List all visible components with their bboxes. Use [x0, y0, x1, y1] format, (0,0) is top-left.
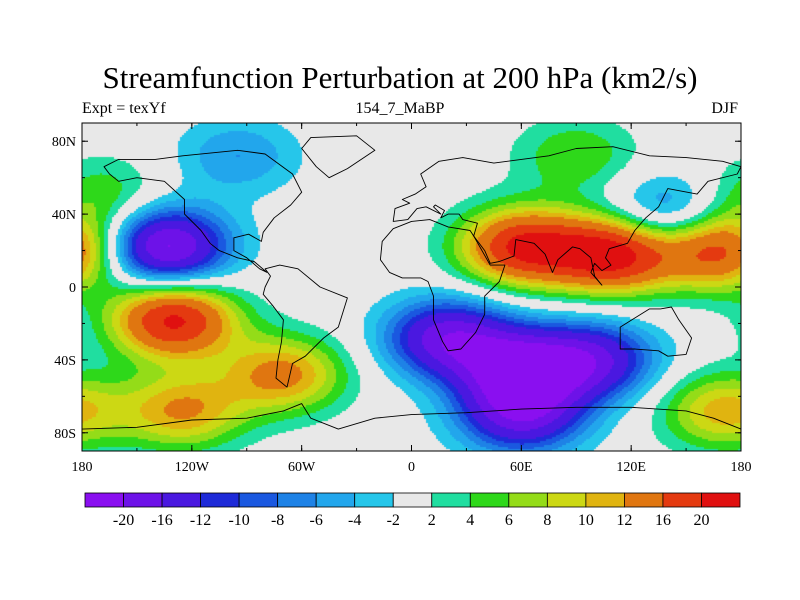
colorbar-label: 6 — [505, 512, 513, 529]
colorbar-label: 8 — [543, 512, 551, 529]
colorbar-box — [546, 492, 587, 508]
colorbar-label: -2 — [387, 512, 400, 529]
colorbar-label: 4 — [466, 512, 474, 529]
y-tick-label: 80N — [52, 135, 76, 150]
colorbar-label: -16 — [151, 512, 172, 529]
contour-field — [82, 123, 741, 451]
x-tick-label: 60W — [288, 460, 316, 475]
y-tick-label: 40S — [54, 354, 76, 369]
coastline-greenland — [301, 135, 376, 179]
coastline-south-america — [262, 264, 348, 388]
colorbar-label: -4 — [348, 512, 361, 529]
coastlines — [81, 135, 742, 430]
colorbar-label: -12 — [190, 512, 211, 529]
colorbar-box — [585, 492, 625, 508]
coastline-africa — [379, 219, 506, 352]
x-tick-label: 120W — [175, 460, 210, 475]
coastline-australia — [619, 306, 693, 357]
colorbar-box — [123, 492, 163, 508]
x-tick-label: 180 — [731, 460, 752, 475]
colorbar-label: 12 — [616, 512, 632, 529]
colorbar-box — [84, 492, 124, 508]
y-tick-label: 0 — [69, 281, 76, 296]
colorbar-box — [315, 492, 356, 508]
x-tick-label: 120E — [616, 460, 646, 475]
map-title: Streamfunction Perturbation at 200 hPa (… — [102, 60, 698, 95]
colorbar-box — [161, 492, 201, 508]
colorbar-box — [508, 492, 548, 508]
colorbar-label: 2 — [428, 512, 436, 529]
colorbar-box — [392, 492, 433, 508]
colorbar-box — [431, 492, 471, 508]
colorbar-label: -20 — [113, 512, 134, 529]
x-tick-label: 60E — [510, 460, 533, 475]
colorbar-label: 16 — [655, 512, 671, 529]
colorbar-box — [277, 492, 317, 508]
colorbar-box — [200, 492, 240, 508]
colorbar-box — [354, 492, 394, 508]
colorbar-box — [701, 492, 741, 508]
colorbar: -20 -16 -12 -10 -8 -6 -4 -2 2 4 6 8 10 12 16 20 — [84, 492, 741, 529]
colorbar-label: 10 — [578, 512, 594, 529]
y-axis: 80N 40N 0 40S 80S — [52, 135, 741, 442]
colorbar-label: -6 — [310, 512, 323, 529]
coastline-north-america — [103, 149, 303, 273]
case-label: 154_7_MaBP — [355, 100, 445, 117]
season-label: DJF — [711, 100, 738, 117]
x-axis: 180 120W 60W 0 60E 120E 180 — [72, 123, 752, 475]
coastline-antarctica — [81, 403, 742, 430]
colorbar-label: -8 — [271, 512, 284, 529]
coastline-eurasia — [392, 146, 742, 286]
colorbar-box — [469, 492, 510, 508]
x-tick-label: 180 — [72, 460, 93, 475]
colorbar-label: 20 — [693, 512, 709, 529]
y-tick-label: 80S — [54, 427, 76, 442]
colorbar-box — [624, 492, 664, 508]
colorbar-box — [662, 492, 702, 508]
y-tick-label: 40N — [52, 208, 76, 223]
colorbar-box — [238, 492, 279, 508]
x-tick-label: 0 — [408, 460, 415, 475]
colorbar-label: -10 — [228, 512, 249, 529]
experiment-label: Expt = texYf — [82, 100, 166, 117]
